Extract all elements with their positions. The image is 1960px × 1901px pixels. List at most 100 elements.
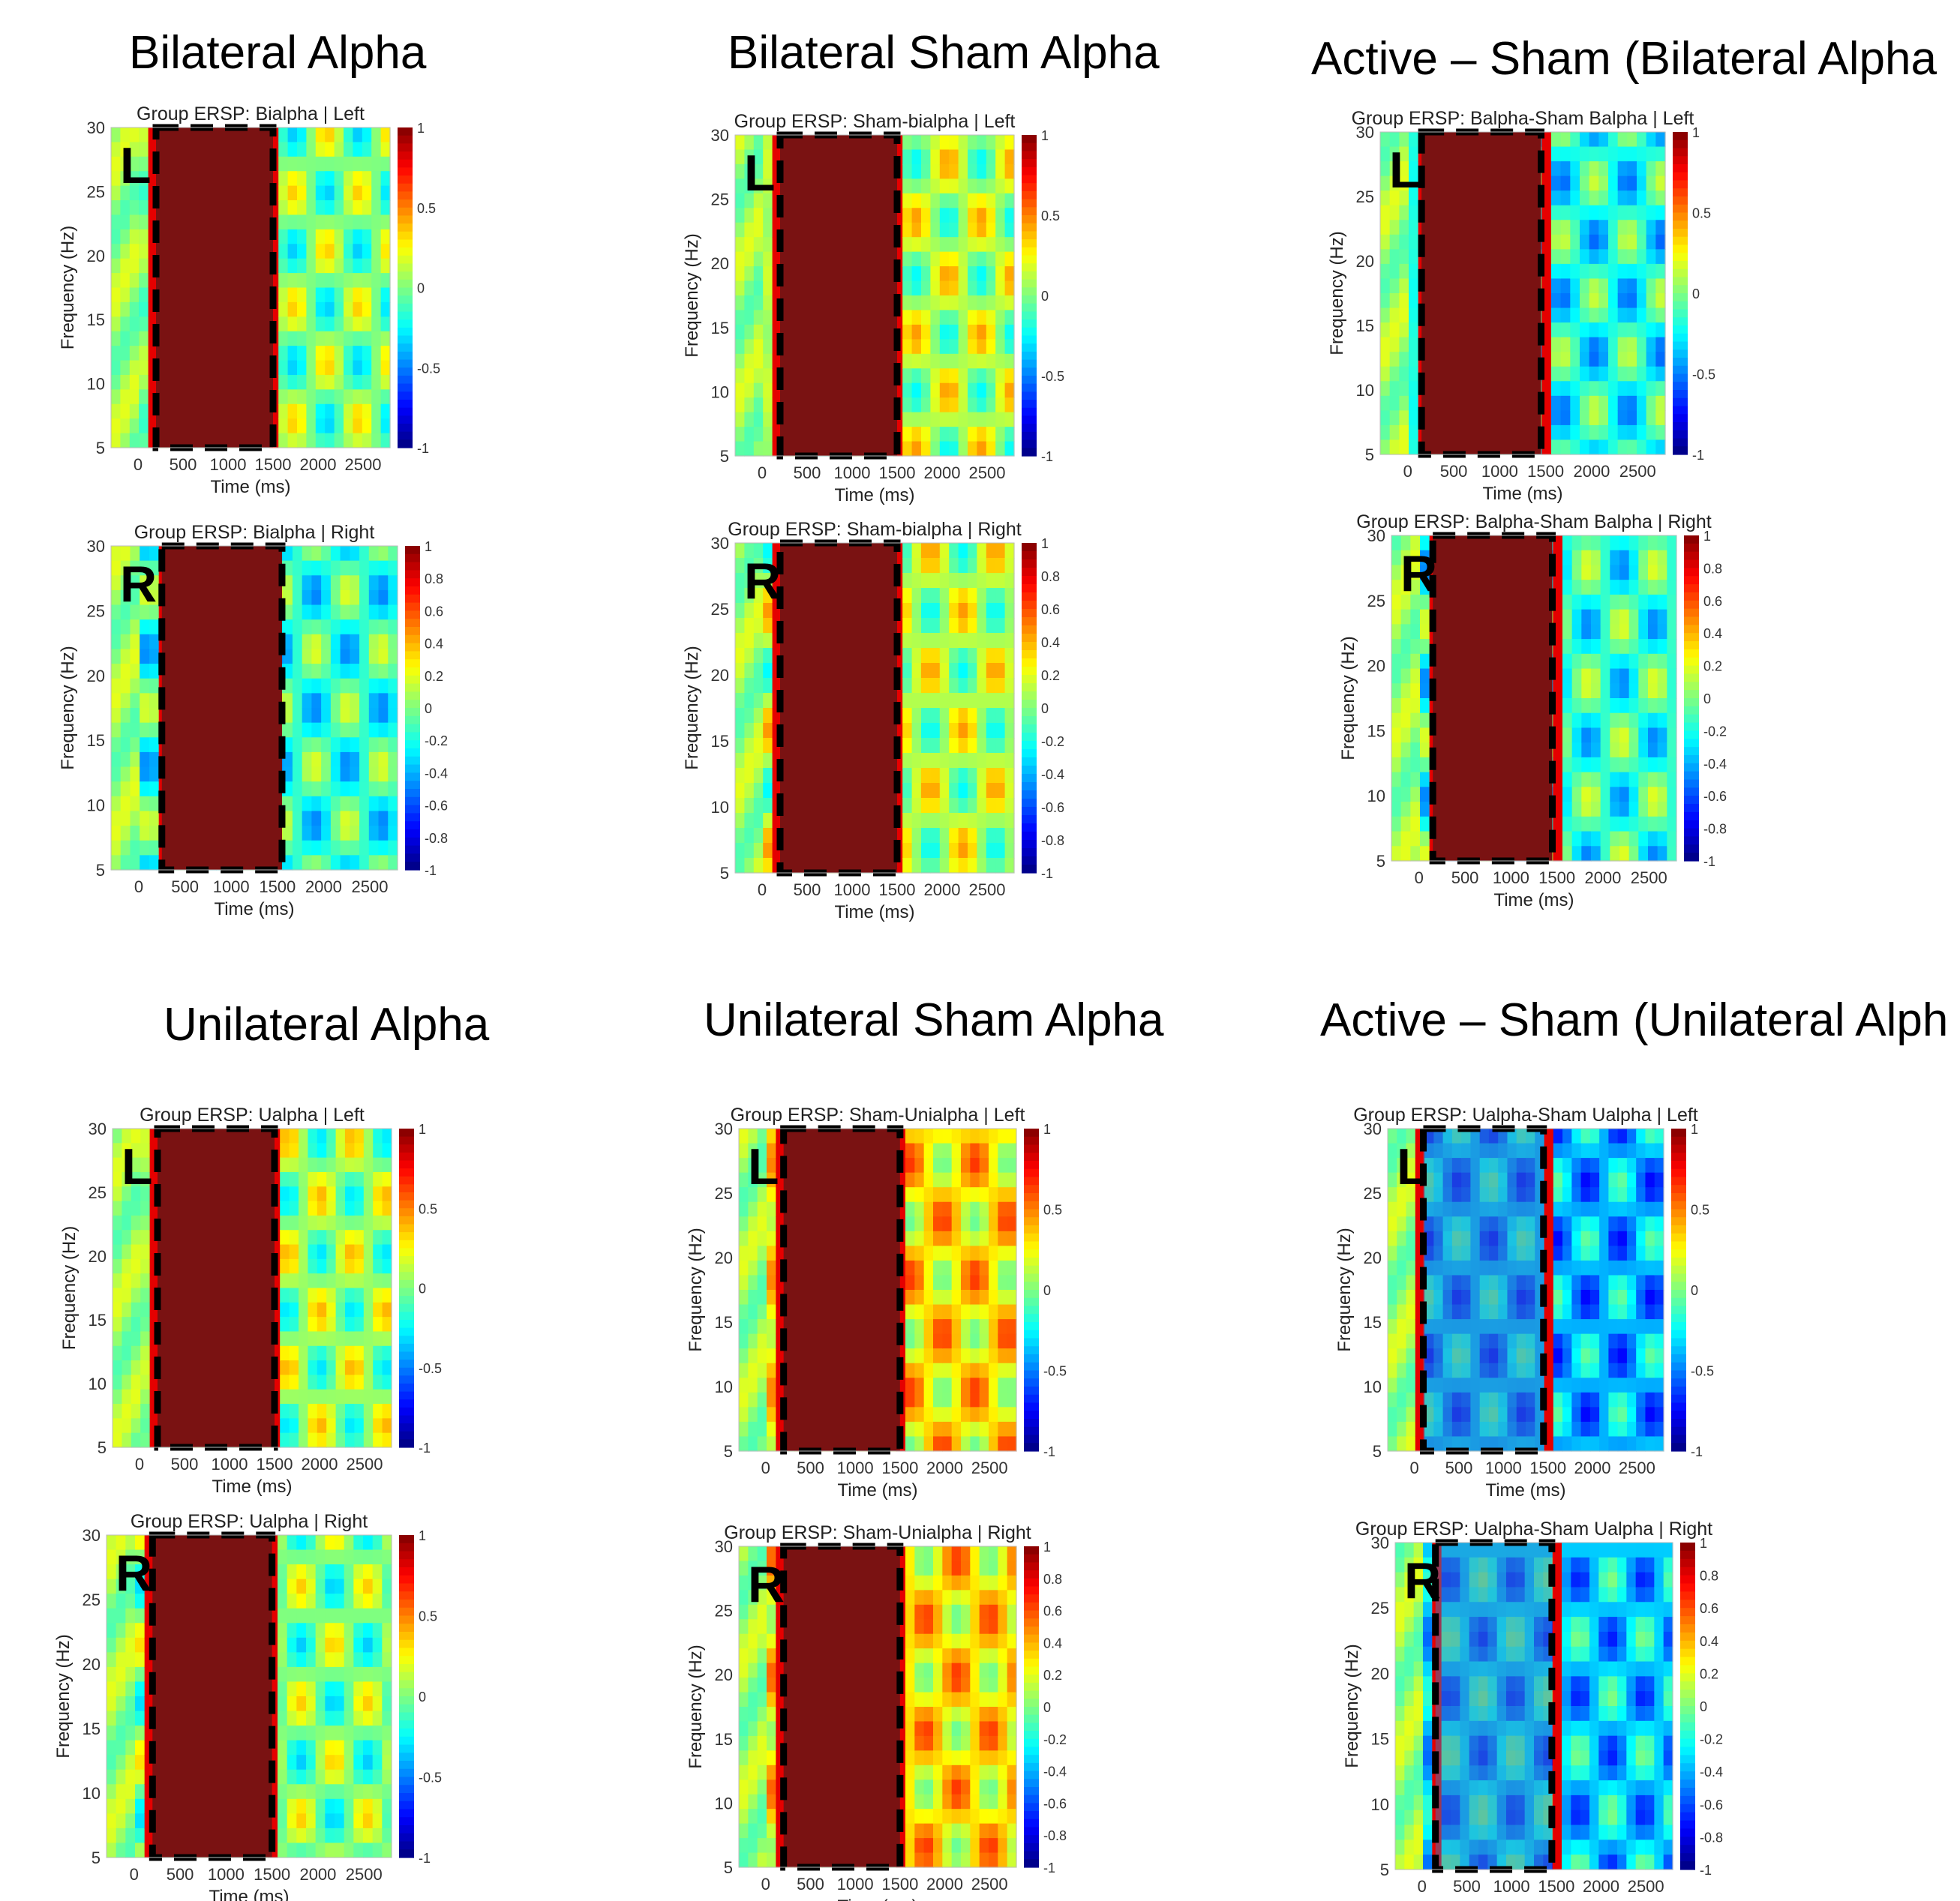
heatmap-cell bbox=[371, 171, 382, 187]
heatmap-cell bbox=[902, 828, 913, 844]
heatmap-cell bbox=[977, 441, 987, 457]
heatmap-cell bbox=[297, 156, 307, 172]
heatmap-cell bbox=[359, 766, 370, 782]
heatmap-cell bbox=[139, 433, 149, 448]
heatmap-cell bbox=[977, 135, 987, 151]
heatmap-cell bbox=[977, 858, 987, 874]
colorbar-step bbox=[398, 239, 413, 248]
heatmap-cell bbox=[287, 244, 298, 259]
colorbar-tick-label: -0.5 bbox=[417, 361, 440, 376]
heatmap-cell bbox=[1667, 802, 1677, 817]
colorbar-step bbox=[1684, 690, 1699, 699]
heatmap-cell bbox=[763, 353, 773, 369]
heatmap-cell bbox=[1628, 757, 1639, 773]
heatmap-cell bbox=[139, 200, 149, 216]
heatmap-cell bbox=[345, 1201, 355, 1216]
heatmap-cell bbox=[340, 737, 350, 753]
heatmap-cell bbox=[911, 163, 922, 179]
heatmap-cell bbox=[325, 331, 335, 346]
heatmap-cell bbox=[977, 353, 987, 369]
heatmap-cell bbox=[911, 633, 922, 649]
heatmap-cell bbox=[287, 185, 298, 201]
heatmap-cell bbox=[977, 573, 987, 589]
colorbar-tick-label: -1 bbox=[1041, 449, 1053, 464]
heatmap-cell bbox=[1389, 381, 1400, 397]
heatmap-cell bbox=[326, 1171, 337, 1187]
heatmap-cell bbox=[289, 1404, 299, 1419]
heatmap-cell bbox=[911, 798, 922, 814]
colorbar-step bbox=[405, 691, 420, 700]
heatmap-cell bbox=[321, 546, 332, 562]
heatmap-cell bbox=[958, 813, 968, 829]
heatmap-cell bbox=[744, 738, 755, 754]
heatmap-cell bbox=[283, 826, 293, 841]
heatmap-cell bbox=[1591, 698, 1601, 714]
heatmap-cell bbox=[111, 403, 121, 419]
heatmap-cell bbox=[120, 751, 131, 768]
y-tick-label: 10 bbox=[711, 382, 729, 401]
x-tick-label: 0 bbox=[1415, 868, 1424, 887]
colorbar-tick-label: 0.6 bbox=[425, 604, 443, 619]
colorbar-step bbox=[405, 634, 420, 644]
heatmap-cell bbox=[1648, 668, 1658, 684]
heatmap-cell bbox=[1409, 439, 1419, 455]
heatmap-cell bbox=[311, 811, 322, 826]
heatmap-cell bbox=[311, 855, 322, 871]
heatmap-cell bbox=[986, 295, 996, 311]
heatmap-cell bbox=[930, 783, 941, 799]
heatmap-cell bbox=[139, 244, 149, 259]
heatmap-cell bbox=[1560, 278, 1571, 294]
x-axis-label: Time (ms) bbox=[1493, 890, 1574, 910]
heatmap-cell bbox=[958, 295, 968, 311]
heatmap-cell bbox=[308, 1215, 318, 1231]
heatmap-cell bbox=[287, 331, 298, 346]
heatmap-cell bbox=[735, 738, 745, 754]
heatmap-cell bbox=[1562, 668, 1573, 684]
heatmap-cell bbox=[1410, 712, 1421, 729]
heatmap-cell bbox=[911, 427, 922, 442]
heatmap-cell bbox=[958, 618, 968, 634]
heatmap-cell bbox=[911, 339, 922, 355]
heatmap-cell bbox=[977, 368, 987, 384]
colorbar-step bbox=[398, 151, 413, 160]
heatmap-cell bbox=[130, 708, 140, 724]
heatmap-cell bbox=[995, 693, 1006, 709]
heatmap-cell bbox=[968, 353, 977, 369]
heatmap-cell bbox=[921, 648, 931, 664]
heatmap-cell bbox=[1608, 146, 1619, 162]
heatmap-cell bbox=[1610, 802, 1620, 817]
colorbar-step bbox=[398, 191, 413, 200]
heatmap-cell bbox=[995, 412, 1006, 427]
y-axis-label: Frequency (Hz) bbox=[58, 226, 78, 349]
heatmap-cell bbox=[334, 360, 344, 376]
heatmap-cell bbox=[1598, 205, 1609, 220]
heatmap-cell bbox=[735, 843, 745, 859]
heatmap-cell bbox=[1560, 234, 1571, 250]
colorbar-step bbox=[1022, 415, 1037, 424]
heatmap-cell bbox=[1420, 624, 1430, 640]
heatmap-cell bbox=[149, 781, 160, 797]
heatmap-cell bbox=[986, 618, 996, 634]
heatmap-cell bbox=[344, 374, 353, 390]
heatmap-cell bbox=[140, 737, 150, 753]
heatmap-cell bbox=[129, 403, 140, 419]
heatmap-cell bbox=[287, 287, 298, 303]
heatmap-cell bbox=[1380, 234, 1391, 250]
heatmap-cell bbox=[330, 589, 341, 606]
heatmap-cell bbox=[902, 441, 913, 457]
heatmap-cell bbox=[1628, 816, 1639, 832]
colorbar-step bbox=[398, 127, 413, 136]
heatmap-cell bbox=[371, 301, 382, 317]
heatmap-cell bbox=[130, 751, 140, 768]
heatmap-cell bbox=[363, 1302, 374, 1318]
heatmap-cell bbox=[968, 266, 977, 282]
heatmap-cell bbox=[753, 543, 764, 559]
heatmap-cell bbox=[334, 403, 344, 419]
heatmap-cell bbox=[325, 156, 335, 172]
heatmap-cell bbox=[354, 1215, 365, 1231]
heatmap-cell bbox=[735, 753, 745, 769]
colorbar-step bbox=[405, 570, 420, 579]
heatmap-cell bbox=[315, 287, 326, 303]
x-tick-label: 2000 bbox=[305, 877, 342, 896]
